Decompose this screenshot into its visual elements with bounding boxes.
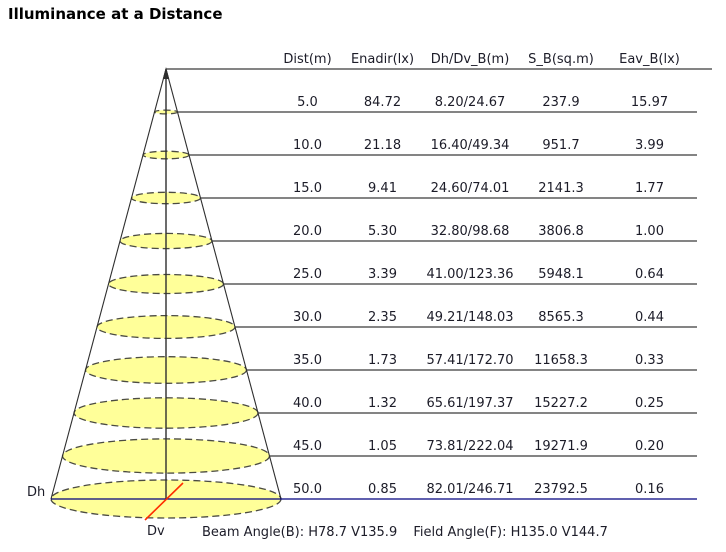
cell-eav: 1.00 xyxy=(635,224,664,239)
cell-dist: 50.0 xyxy=(293,482,322,497)
cell-sb: 11658.3 xyxy=(534,353,588,368)
beam-angle-text: Beam Angle(B): H78.7 V135.9 xyxy=(202,525,398,540)
column-header-sb: S_B(sq.m) xyxy=(528,52,594,67)
cell-dist: 45.0 xyxy=(293,439,322,454)
cell-sb: 19271.9 xyxy=(534,439,588,454)
cell-enadir: 84.72 xyxy=(363,95,402,110)
cell-dist: 35.0 xyxy=(293,353,322,368)
column-header-enadir: Enadir(lx) xyxy=(350,52,415,67)
table-row: 20.0 5.30 32.80/98.68 3806.8 1.00 xyxy=(270,224,697,239)
cell-dist: 5.0 xyxy=(297,95,318,110)
cell-dist: 40.0 xyxy=(293,396,322,411)
cell-dist: 10.0 xyxy=(293,138,322,153)
cell-dhdv: 73.81/222.04 xyxy=(426,439,514,454)
cell-enadir: 2.35 xyxy=(368,310,397,325)
cell-dhdv: 65.61/197.37 xyxy=(426,396,514,411)
beam-field-angles: Beam Angle(B): H78.7 V135.9 Field Angle(… xyxy=(202,525,608,540)
cell-dhdv: 16.40/49.34 xyxy=(430,138,510,153)
cell-dhdv: 24.60/74.01 xyxy=(430,181,510,196)
table-header-row: Dist(m) Enadir(lx) Dh/Dv_B(m) S_B(sq.m) … xyxy=(270,52,697,67)
cell-eav: 15.97 xyxy=(630,95,669,110)
cell-eav: 0.20 xyxy=(635,439,664,454)
page-title: Illuminance at a Distance xyxy=(8,5,223,23)
cell-eav: 3.99 xyxy=(635,138,664,153)
cell-sb: 23792.5 xyxy=(534,482,588,497)
axis-arrowhead xyxy=(162,67,170,79)
cell-dist: 20.0 xyxy=(293,224,322,239)
cell-sb: 3806.8 xyxy=(538,224,584,239)
cell-enadir: 3.39 xyxy=(368,267,397,282)
cell-enadir: 1.73 xyxy=(368,353,397,368)
cell-enadir: 1.32 xyxy=(368,396,397,411)
cell-eav: 0.16 xyxy=(635,482,664,497)
dv-axis-label: Dv xyxy=(147,524,165,539)
cell-sb: 5948.1 xyxy=(538,267,584,282)
cell-sb: 2141.3 xyxy=(538,181,584,196)
cell-eav: 0.64 xyxy=(635,267,664,282)
dh-axis-label: Dh xyxy=(27,485,46,500)
dv-axis-line xyxy=(144,482,184,521)
cell-sb: 15227.2 xyxy=(534,396,588,411)
table-row: 45.0 1.05 73.81/222.04 19271.9 0.20 xyxy=(270,439,697,454)
cell-eav: 0.25 xyxy=(635,396,664,411)
cell-eav: 0.44 xyxy=(635,310,664,325)
cell-eav: 1.77 xyxy=(635,181,664,196)
cell-dhdv: 57.41/172.70 xyxy=(426,353,514,368)
cell-dhdv: 8.20/24.67 xyxy=(434,95,506,110)
cell-enadir: 0.85 xyxy=(368,482,397,497)
cell-dist: 25.0 xyxy=(293,267,322,282)
cell-dhdv: 32.80/98.68 xyxy=(430,224,510,239)
cell-enadir: 9.41 xyxy=(368,181,397,196)
column-header-eav: Eav_B(lx) xyxy=(619,52,680,67)
cell-enadir: 1.05 xyxy=(368,439,397,454)
cone-edge-left xyxy=(50,68,167,500)
cell-dhdv: 41.00/123.36 xyxy=(426,267,514,282)
table-row: 15.0 9.41 24.60/74.01 2141.3 1.77 xyxy=(270,181,697,196)
cell-enadir: 5.30 xyxy=(368,224,397,239)
table-row: 10.0 21.18 16.40/49.34 951.7 3.99 xyxy=(270,138,697,153)
table-row: 30.0 2.35 49.21/148.03 8565.3 0.44 xyxy=(270,310,697,325)
cell-sb: 8565.3 xyxy=(538,310,584,325)
table-row: 25.0 3.39 41.00/123.36 5948.1 0.64 xyxy=(270,267,697,282)
cell-enadir: 21.18 xyxy=(363,138,402,153)
table-row: 5.0 84.72 8.20/24.67 237.9 15.97 xyxy=(270,95,697,110)
table-row: 35.0 1.73 57.41/172.70 11658.3 0.33 xyxy=(270,353,697,368)
cell-dist: 30.0 xyxy=(293,310,322,325)
cell-dhdv: 82.01/246.71 xyxy=(426,482,514,497)
column-header-dist: Dist(m) xyxy=(283,52,332,67)
field-angle-text: Field Angle(F): H135.0 V144.7 xyxy=(413,525,608,540)
cell-dist: 15.0 xyxy=(293,181,322,196)
cell-eav: 0.33 xyxy=(635,353,664,368)
cell-dhdv: 49.21/148.03 xyxy=(426,310,514,325)
column-header-dhdv: Dh/Dv_B(m) xyxy=(430,52,510,67)
cell-sb: 951.7 xyxy=(542,138,580,153)
cell-sb: 237.9 xyxy=(542,95,580,110)
table-row: 40.0 1.32 65.61/197.37 15227.2 0.25 xyxy=(270,396,697,411)
table-row: 50.0 0.85 82.01/246.71 23792.5 0.16 xyxy=(270,482,697,497)
